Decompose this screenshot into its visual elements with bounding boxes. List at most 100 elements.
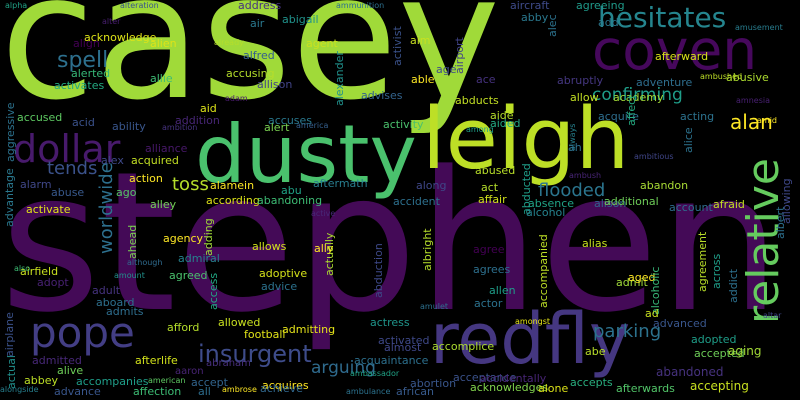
word: advantage [3,168,16,227]
word: activity [383,118,424,131]
word: alcohol [526,206,566,219]
word: ad [645,307,659,320]
word: amongst [515,317,551,326]
word: abe [585,345,606,358]
word: football [244,328,286,341]
word: aided [490,117,521,130]
word: arguing [311,358,376,378]
word: amount [114,271,145,280]
word: able [411,73,435,86]
word: alive [57,364,84,377]
word: worldwide [96,162,117,254]
word: agency [163,232,204,245]
word: leigh [422,90,630,189]
word: affair [478,193,507,206]
word: abandoned [656,365,724,379]
word: dollar [13,127,121,171]
word: agreement [696,231,709,292]
word: alfred [243,49,275,62]
word: ammunition [336,1,385,10]
word: abandon [640,179,689,192]
word: allows [252,240,287,253]
word: african [396,385,434,398]
word: aging [728,344,762,358]
word: altar [763,311,782,320]
word: according [206,194,260,207]
word: acquaintance [354,354,429,367]
word: actress [370,316,410,329]
word: aim [410,34,431,47]
word: coven [592,18,758,82]
word: ally [314,242,334,255]
word: america [296,121,329,130]
word: addict [727,268,740,303]
word: active [311,209,336,218]
word: alec [546,14,559,37]
word: also [14,264,31,273]
word: acquire [598,110,639,123]
word: amulet [420,302,449,311]
word: abuse [51,186,85,199]
word: all [198,385,211,398]
word: affection [133,385,182,398]
word: aircraft [510,0,550,12]
word: pope [30,308,135,357]
word: ambassador [350,369,400,378]
word: insurgent [198,340,312,368]
word: acting [680,110,715,123]
word: activate [26,203,71,216]
word: allie [150,72,173,85]
word: alan [730,110,773,134]
word: ambitious [634,152,674,161]
word: aftermath [313,177,368,190]
word: acquires [262,379,309,392]
word: ago [116,186,137,199]
word: afraid [713,198,745,211]
word: adopt [37,276,69,289]
word: along [416,179,447,192]
word: ambulance [346,387,391,396]
word: albert [774,206,787,239]
word: allison [257,78,293,91]
word: alexander [333,51,346,106]
word: afterward [655,50,709,63]
word: add [598,16,619,29]
word: confirming [592,85,683,105]
word: allen [489,284,516,297]
word: accepted [694,347,745,360]
word: ah [568,141,582,154]
word: abduction [372,243,385,298]
word: although [127,258,163,267]
word: age [436,63,457,76]
word: admit [616,276,648,289]
word: alone [538,382,569,395]
word: alongside [0,385,39,394]
word: accidentally [480,372,547,385]
word: almost [384,341,422,354]
word: admitted [32,354,82,367]
word: accompanied [537,234,550,308]
word: abraham [206,358,251,369]
word: afterwards [616,382,675,395]
word: alarm [20,178,52,191]
word: actual [5,355,18,389]
word: aboard [96,296,135,309]
word: adopted [691,333,737,346]
word: alliance [145,142,188,155]
word: abu [281,184,302,197]
word: advanced [653,317,707,330]
word: accompanies [76,375,149,388]
word: allowed [218,316,261,329]
word: stephen [0,130,781,355]
word: align [73,37,100,50]
word: ambushed [700,72,743,81]
word: hesitates [598,1,727,34]
word: academy [613,91,664,104]
word: airplane [3,312,16,357]
word: accident [393,195,440,208]
word: alias [582,237,608,250]
word: abigail [282,13,319,26]
word: alex [101,154,124,167]
word: activates [54,79,105,92]
word: allow [570,91,599,104]
